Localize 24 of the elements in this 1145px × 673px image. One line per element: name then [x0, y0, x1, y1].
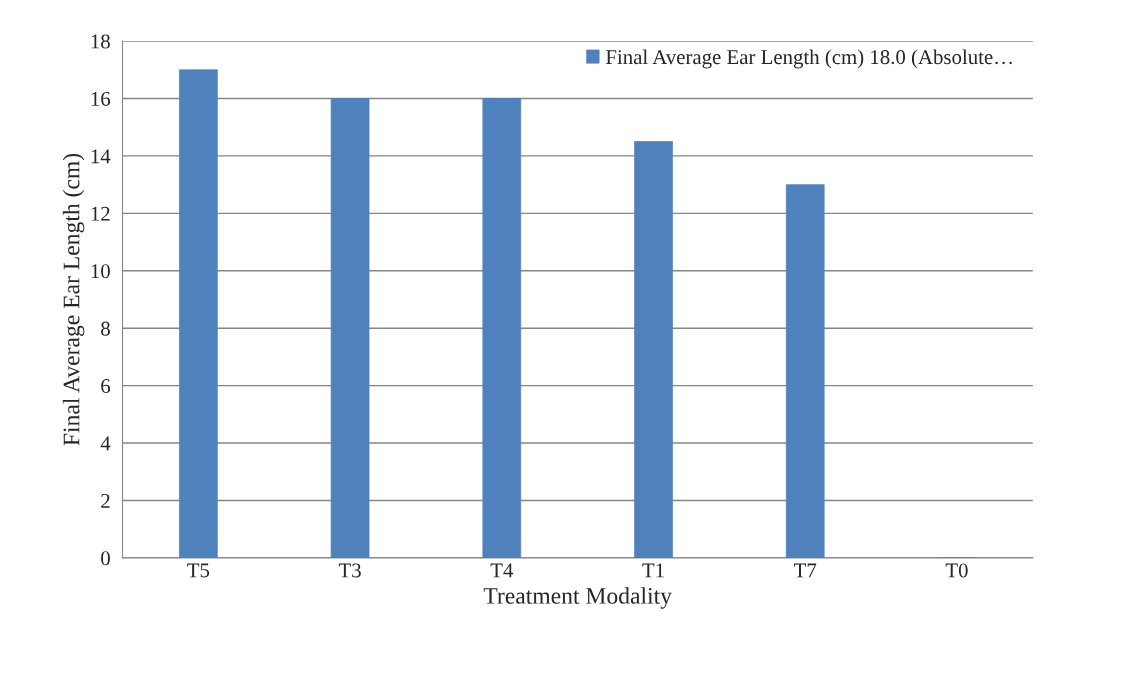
y-tick-label: 18 [91, 34, 110, 49]
legend-label: Final Average Ear Length (cm) 18.0 (Absolute… [605, 49, 1012, 69]
bar [482, 98, 522, 558]
y-tick-label: 4 [100, 436, 111, 451]
x-tick-label: T0 [945, 563, 968, 578]
y-tick-label: 12 [91, 206, 110, 221]
y-tick-label: 8 [101, 321, 110, 336]
bar [179, 69, 218, 558]
y-axis-title: Final Average Ear Length (cm) [62, 153, 85, 446]
bar [634, 141, 673, 558]
y-tick-label: 14 [91, 149, 111, 164]
y-tick-label: 16 [91, 91, 111, 106]
x-tick-label: T7 [794, 563, 817, 578]
x-tick-label: T1 [642, 563, 664, 578]
bar [785, 184, 825, 558]
x-tick-label: T5 [187, 563, 210, 578]
bar [330, 98, 370, 558]
y-tick-label: 6 [101, 379, 111, 394]
x-axis-title: Treatment Modality [483, 587, 672, 609]
x-tick-label: T3 [338, 563, 361, 578]
y-tick-label: 2 [101, 493, 110, 508]
y-tick-label: 10 [91, 264, 110, 279]
x-tick-label: T4 [490, 563, 514, 578]
y-tick-label: 0 [101, 551, 110, 566]
